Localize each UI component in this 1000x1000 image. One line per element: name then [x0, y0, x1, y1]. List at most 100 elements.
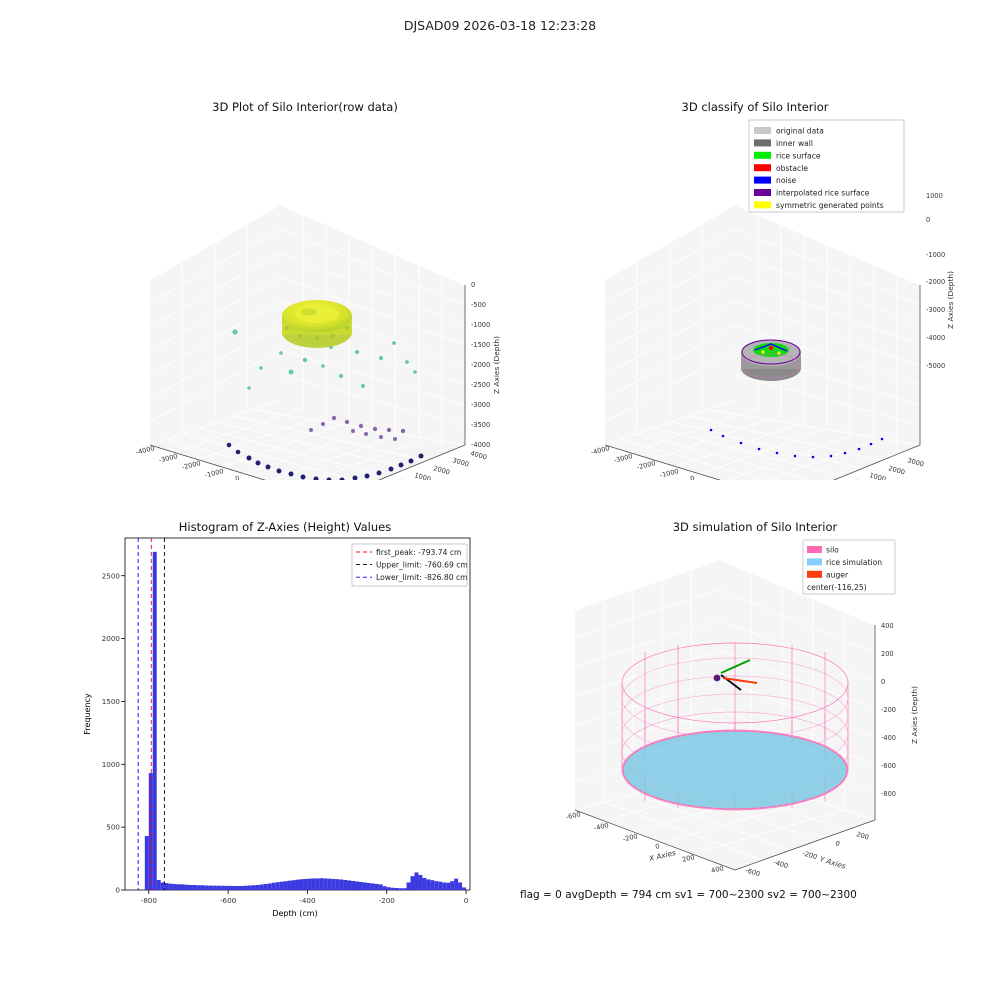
svg-text:0: 0: [689, 474, 695, 483]
svg-text:200: 200: [681, 853, 695, 864]
axis-label-z-raw: Z Axies (Depth): [492, 336, 501, 394]
svg-text:-600: -600: [881, 762, 896, 770]
legend-label: original data: [776, 127, 824, 136]
scatter-interpolated-arc: [309, 415, 406, 441]
svg-text:2000: 2000: [278, 489, 296, 501]
histogram-bar: [426, 879, 431, 890]
histogram-bar: [271, 882, 276, 890]
svg-text:-2000: -2000: [926, 278, 945, 286]
simulation-3d-canvas[interactable]: -600 -400 -200 0 200 400 X Axies -600 -4…: [545, 520, 965, 890]
histogram-bar: [251, 885, 256, 890]
scatter-noise-arc: [226, 442, 424, 480]
y-tick-label: 2000: [102, 634, 121, 643]
histogram-bar: [378, 884, 383, 890]
raw-3d-canvas[interactable]: -4000 -3000 -2000 -1000 0 1000 2000 3000…: [95, 100, 515, 480]
svg-text:-2000: -2000: [181, 459, 202, 471]
legend-label: obstacle: [776, 164, 808, 173]
svg-text:1000: 1000: [710, 482, 728, 494]
svg-text:2000: 2000: [887, 464, 905, 476]
histogram-bar: [319, 878, 324, 890]
histogram-bar: [156, 879, 161, 890]
histogram-bar: [160, 882, 165, 890]
legend-swatch: [754, 189, 771, 196]
legend-label: auger: [826, 570, 849, 579]
legend-swatch: [754, 164, 771, 172]
histogram-bar: [283, 881, 288, 890]
histogram-bar: [275, 882, 280, 890]
histogram-bar: [335, 879, 340, 890]
axis-label-z-sim: Z Axies (Depth): [910, 686, 919, 744]
axis-label-y-raw: Y Axies: [400, 490, 428, 506]
svg-text:0: 0: [853, 478, 859, 487]
histogram-bar: [180, 884, 185, 890]
svg-text:-1000: -1000: [204, 467, 225, 479]
legend-swatch: [807, 546, 822, 553]
svg-text:-1000: -1000: [471, 321, 490, 329]
x-tick-label: -200: [379, 896, 396, 905]
histogram-bar: [168, 883, 173, 890]
svg-text:-4000: -4000: [135, 444, 156, 456]
histogram-canvas[interactable]: 0 500 1000 1500 2000 2500 -800 -600 -400 -200 0 D…: [70, 520, 500, 920]
histogram-bar: [240, 885, 244, 890]
panel-histogram: Histogram of Z-Axies (Height) Values 0 50…: [70, 520, 500, 920]
svg-text:-1000: -1000: [659, 467, 680, 479]
histogram-bar: [442, 882, 447, 890]
svg-text:-3000: -3000: [471, 401, 490, 409]
y-tick-label: 2500: [102, 571, 121, 580]
svg-text:2000: 2000: [432, 464, 450, 476]
svg-text:1000: 1000: [926, 192, 943, 200]
histogram-bar: [232, 885, 237, 890]
histogram-bar: [362, 882, 367, 890]
svg-text:3000: 3000: [301, 497, 319, 509]
histogram-bar: [152, 551, 157, 890]
svg-text:0: 0: [398, 478, 404, 487]
axis-label-z-classify: Z Axies (Depth): [946, 271, 955, 329]
legend-label: noise: [776, 176, 797, 185]
histogram-bar: [339, 879, 344, 890]
legend-swatch: [754, 139, 771, 147]
histogram-bar: [291, 880, 296, 890]
svg-text:-2000: -2000: [357, 492, 378, 505]
histogram-bar: [224, 885, 229, 890]
histogram-bar: [446, 882, 451, 890]
histogram-bar: [307, 878, 312, 890]
histogram-bar: [374, 883, 379, 890]
panel-classify-3d: 3D classify of Silo Interior: [545, 100, 965, 480]
classify-3d-canvas[interactable]: -4000 -3000 -2000 -1000 0 1000 2000 X Ax…: [545, 100, 965, 480]
histogram-bar: [323, 878, 328, 890]
panel-title-histogram: Histogram of Z-Axies (Height) Values: [178, 520, 392, 534]
histogram-bar: [228, 885, 233, 890]
svg-text:3000: 3000: [906, 456, 924, 468]
svg-text:-2000: -2000: [812, 492, 833, 505]
histogram-bar: [398, 888, 403, 890]
histogram-bar: [418, 874, 423, 890]
histogram-bar: [358, 881, 363, 890]
histogram-bar: [176, 884, 181, 890]
histogram-bar: [243, 885, 248, 890]
x-tick-label: -800: [141, 896, 158, 905]
svg-text:4000: 4000: [469, 449, 487, 461]
x-tick-label: -400: [299, 896, 316, 905]
histogram-bar: [382, 886, 387, 890]
histogram-bar: [212, 885, 217, 890]
histogram-bars: [144, 551, 467, 890]
histogram-bar: [172, 883, 177, 890]
histogram-bar: [422, 877, 427, 890]
histogram-bar: [204, 885, 209, 890]
panel-simulation-3d: 3D simulation of Silo Interior: [545, 520, 965, 890]
svg-text:400: 400: [710, 864, 724, 875]
histogram-bar: [311, 878, 316, 890]
axis-label-x-raw: X Axies: [229, 478, 259, 494]
svg-text:-3500: -3500: [471, 421, 490, 429]
histogram-bar: [414, 872, 419, 890]
figure-title: DJSAD09 2026-03-18 12:23:28: [403, 18, 597, 33]
legend-swatch: [807, 558, 822, 566]
histogram-bar: [430, 880, 435, 890]
panel-title-classify-3d: 3D classify of Silo Interior: [681, 100, 829, 114]
histogram-bar: [196, 885, 201, 890]
histogram-bar: [287, 880, 292, 890]
svg-text:-2000: -2000: [636, 459, 657, 471]
svg-text:-600: -600: [744, 866, 761, 878]
legend-swatch: [807, 570, 822, 578]
histogram-bar: [303, 878, 308, 890]
